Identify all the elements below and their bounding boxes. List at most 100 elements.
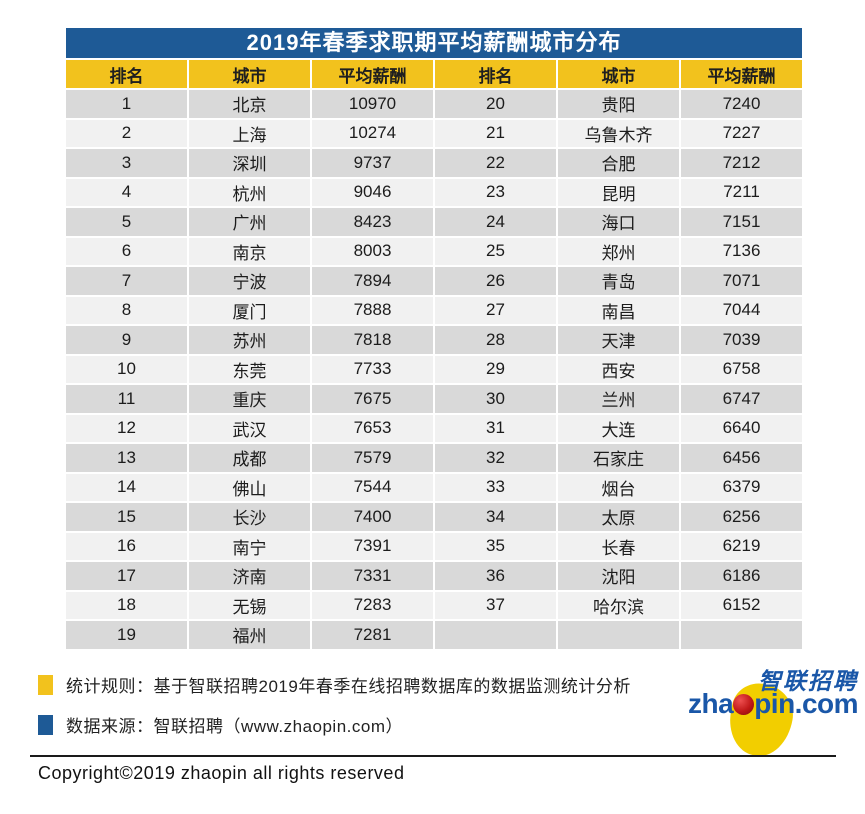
table-row: 15 长沙 7400 34 太原 6256 bbox=[66, 503, 802, 531]
rank-cell: 12 bbox=[66, 414, 187, 442]
city-cell: 石家庄 bbox=[558, 444, 679, 472]
city-cell: 沈阳 bbox=[558, 562, 679, 590]
city-cell: 贵阳 bbox=[558, 90, 679, 118]
city-cell: 哈尔滨 bbox=[558, 591, 679, 619]
logo-en-suffix: pin.com bbox=[754, 688, 859, 719]
rank-cell: 20 bbox=[435, 90, 556, 118]
city-cell: 西安 bbox=[558, 355, 679, 383]
salary-cell: 7888 bbox=[312, 296, 433, 324]
rank-cell: 25 bbox=[435, 237, 556, 265]
city-cell: 重庆 bbox=[189, 385, 310, 413]
table-row: 11 重庆 7675 30 兰州 6747 bbox=[66, 385, 802, 413]
rank-cell: 8 bbox=[66, 296, 187, 324]
table-header-row: 排名 城市 平均薪酬 排名 城市 平均薪酬 bbox=[66, 60, 802, 88]
city-cell: 昆明 bbox=[558, 178, 679, 206]
rank-cell: 1 bbox=[66, 90, 187, 118]
header-cell-salary: 平均薪酬 bbox=[681, 60, 802, 88]
logo-en-prefix: zha bbox=[688, 688, 734, 719]
table-row: 8 厦门 7888 27 南昌 7044 bbox=[66, 296, 802, 324]
salary-cell: 7211 bbox=[681, 178, 802, 206]
rank-cell: 33 bbox=[435, 473, 556, 501]
salary-cell: 7579 bbox=[312, 444, 433, 472]
city-cell: 宁波 bbox=[189, 267, 310, 295]
table-row: 5 广州 8423 24 海口 7151 bbox=[66, 208, 802, 236]
rank-cell: 26 bbox=[435, 267, 556, 295]
salary-cell: 6379 bbox=[681, 473, 802, 501]
salary-cell: 7544 bbox=[312, 473, 433, 501]
rank-cell: 17 bbox=[66, 562, 187, 590]
table-row: 12 武汉 7653 31 大连 6640 bbox=[66, 414, 802, 442]
rank-cell: 7 bbox=[66, 267, 187, 295]
table-row: 1 北京 10970 20 贵阳 7240 bbox=[66, 90, 802, 118]
city-cell: 兰州 bbox=[558, 385, 679, 413]
salary-cell: 6219 bbox=[681, 532, 802, 560]
rank-cell: 13 bbox=[66, 444, 187, 472]
salary-cell: 8003 bbox=[312, 237, 433, 265]
city-cell: 北京 bbox=[189, 90, 310, 118]
salary-cell bbox=[681, 621, 802, 649]
table-row: 7 宁波 7894 26 青岛 7071 bbox=[66, 267, 802, 295]
salary-cell: 6456 bbox=[681, 444, 802, 472]
rank-cell: 9 bbox=[66, 326, 187, 354]
table-row: 14 佛山 7544 33 烟台 6379 bbox=[66, 473, 802, 501]
logo-domain-text: zha pin.com bbox=[688, 688, 859, 720]
city-cell: 上海 bbox=[189, 119, 310, 147]
rank-cell: 36 bbox=[435, 562, 556, 590]
city-cell: 无锡 bbox=[189, 591, 310, 619]
logo-chinese-text: 智联招聘 bbox=[758, 668, 858, 694]
salary-cell: 7675 bbox=[312, 385, 433, 413]
city-cell: 乌鲁木齐 bbox=[558, 119, 679, 147]
rank-cell bbox=[435, 621, 556, 649]
salary-cell: 7151 bbox=[681, 208, 802, 236]
salary-table: 2019年春季求职期平均薪酬城市分布 排名 城市 平均薪酬 排名 城市 平均薪酬… bbox=[66, 28, 802, 651]
rank-cell: 10 bbox=[66, 355, 187, 383]
rank-cell: 3 bbox=[66, 149, 187, 177]
yellow-square-icon bbox=[38, 674, 53, 695]
city-cell: 广州 bbox=[189, 208, 310, 236]
table-row: 4 杭州 9046 23 昆明 7211 bbox=[66, 178, 802, 206]
rank-cell: 31 bbox=[435, 414, 556, 442]
salary-cell: 7400 bbox=[312, 503, 433, 531]
city-cell bbox=[558, 621, 679, 649]
salary-cell: 8423 bbox=[312, 208, 433, 236]
city-cell: 南宁 bbox=[189, 532, 310, 560]
city-cell: 厦门 bbox=[189, 296, 310, 324]
copyright-text: Copyright©2019 zhaopin all rights reserv… bbox=[38, 763, 405, 783]
city-cell: 大连 bbox=[558, 414, 679, 442]
salary-cell: 7283 bbox=[312, 591, 433, 619]
rank-cell: 4 bbox=[66, 178, 187, 206]
salary-cell: 6152 bbox=[681, 591, 802, 619]
city-cell: 福州 bbox=[189, 621, 310, 649]
rank-cell: 35 bbox=[435, 532, 556, 560]
city-cell: 青岛 bbox=[558, 267, 679, 295]
table-row: 18 无锡 7283 37 哈尔滨 6152 bbox=[66, 591, 802, 619]
table-row: 2 上海 10274 21 乌鲁木齐 7227 bbox=[66, 119, 802, 147]
blue-square-icon bbox=[38, 714, 53, 735]
city-cell: 成都 bbox=[189, 444, 310, 472]
header-cell-city: 城市 bbox=[189, 60, 310, 88]
city-cell: 济南 bbox=[189, 562, 310, 590]
rank-cell: 24 bbox=[435, 208, 556, 236]
salary-cell: 6256 bbox=[681, 503, 802, 531]
zhaopin-logo: 智联招聘 zha pin.com bbox=[688, 662, 860, 761]
divider-line bbox=[30, 755, 836, 757]
salary-cell: 7071 bbox=[681, 267, 802, 295]
city-cell: 杭州 bbox=[189, 178, 310, 206]
header-cell-city: 城市 bbox=[558, 60, 679, 88]
header-cell-rank: 排名 bbox=[66, 60, 187, 88]
salary-cell: 10274 bbox=[312, 119, 433, 147]
table-row: 10 东莞 7733 29 西安 6758 bbox=[66, 355, 802, 383]
city-cell: 烟台 bbox=[558, 473, 679, 501]
salary-cell: 7281 bbox=[312, 621, 433, 649]
rank-cell: 6 bbox=[66, 237, 187, 265]
salary-cell: 6747 bbox=[681, 385, 802, 413]
rank-cell: 14 bbox=[66, 473, 187, 501]
rank-cell: 19 bbox=[66, 621, 187, 649]
rank-cell: 28 bbox=[435, 326, 556, 354]
city-cell: 武汉 bbox=[189, 414, 310, 442]
rank-cell: 29 bbox=[435, 355, 556, 383]
rank-cell: 27 bbox=[435, 296, 556, 324]
city-cell: 太原 bbox=[558, 503, 679, 531]
table-body: 1 北京 10970 20 贵阳 7240 2 上海 10274 21 乌鲁木齐 7227 3 深圳 973… bbox=[66, 90, 802, 649]
